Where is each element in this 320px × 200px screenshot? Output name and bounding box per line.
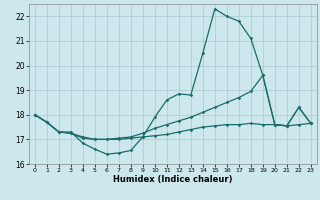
X-axis label: Humidex (Indice chaleur): Humidex (Indice chaleur) xyxy=(113,175,233,184)
